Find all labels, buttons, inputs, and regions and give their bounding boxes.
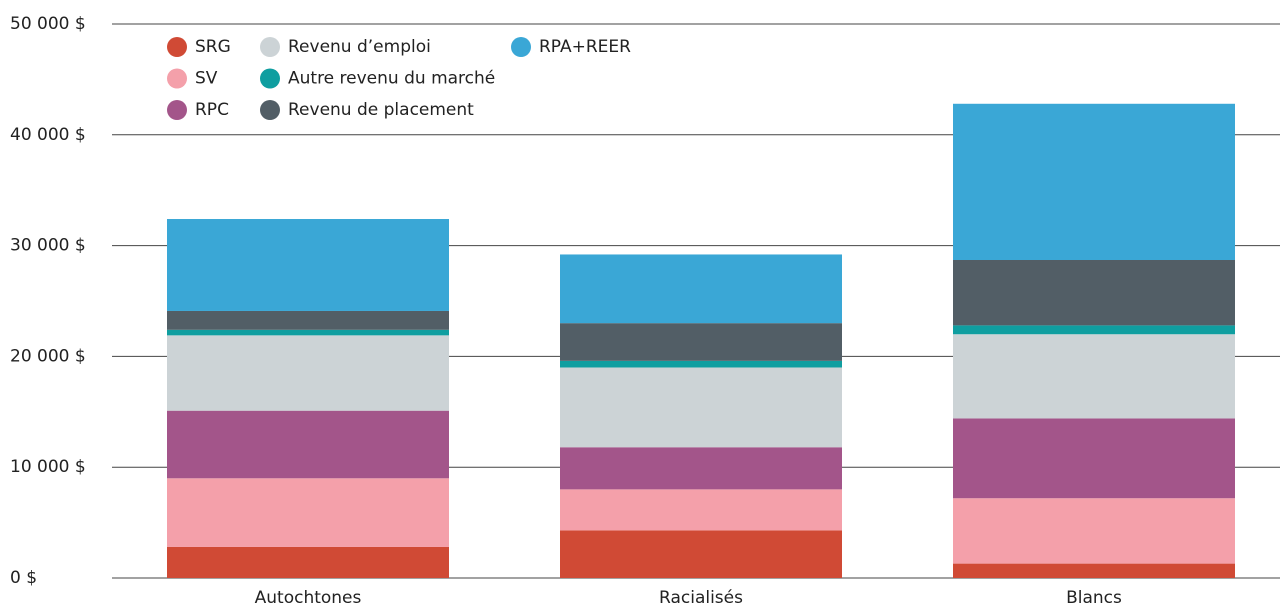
legend-swatch bbox=[260, 37, 280, 57]
legend-swatch bbox=[167, 68, 187, 89]
bar-segment bbox=[167, 335, 449, 411]
legend-swatch bbox=[511, 37, 531, 57]
legend-label: RPA+REER bbox=[539, 37, 631, 57]
y-tick-label: 50 000 $ bbox=[10, 14, 86, 34]
bar-segment bbox=[167, 410, 449, 479]
y-tick-label: 30 000 $ bbox=[10, 236, 86, 256]
y-tick-label: 0 $ bbox=[10, 568, 37, 588]
y-tick-label: 10 000 $ bbox=[10, 457, 86, 477]
bar-segment bbox=[953, 334, 1235, 419]
y-tick-label: 40 000 $ bbox=[10, 125, 86, 145]
bar-segment bbox=[953, 563, 1235, 578]
bar-segment bbox=[953, 498, 1235, 564]
legend-swatch bbox=[260, 68, 280, 89]
bar-segment bbox=[167, 478, 449, 547]
legend-label: Autre revenu du marché bbox=[288, 69, 495, 89]
bar-segment bbox=[167, 329, 449, 336]
legend-swatch bbox=[167, 100, 187, 120]
bar-segment bbox=[167, 546, 449, 578]
legend-swatch bbox=[260, 100, 280, 120]
legend-label: Revenu de placement bbox=[288, 100, 474, 120]
x-tick-label: Autochtones bbox=[255, 588, 362, 607]
bar-segment bbox=[167, 310, 449, 330]
legend-label: SV bbox=[195, 69, 218, 89]
bar-segment bbox=[953, 260, 1235, 326]
y-tick-label: 20 000 $ bbox=[10, 346, 86, 366]
legend-label: SRG bbox=[195, 37, 231, 57]
bar-segment bbox=[560, 447, 842, 490]
bar-segment bbox=[560, 530, 842, 578]
bar-segment bbox=[953, 103, 1235, 261]
bar-segment bbox=[560, 360, 842, 368]
bar-segment bbox=[953, 325, 1235, 335]
bar-segment bbox=[953, 418, 1235, 499]
bar-segment bbox=[560, 254, 842, 324]
x-tick-label: Racialisés bbox=[659, 588, 743, 607]
bar-segment bbox=[167, 219, 449, 311]
legend-swatch bbox=[167, 37, 187, 57]
legend-label: Revenu d’emploi bbox=[288, 37, 431, 57]
bar-segment bbox=[560, 367, 842, 448]
x-tick-label: Blancs bbox=[1066, 588, 1122, 607]
legend-label: RPC bbox=[195, 100, 229, 120]
bar-segment bbox=[560, 489, 842, 531]
bar-segment bbox=[560, 323, 842, 361]
